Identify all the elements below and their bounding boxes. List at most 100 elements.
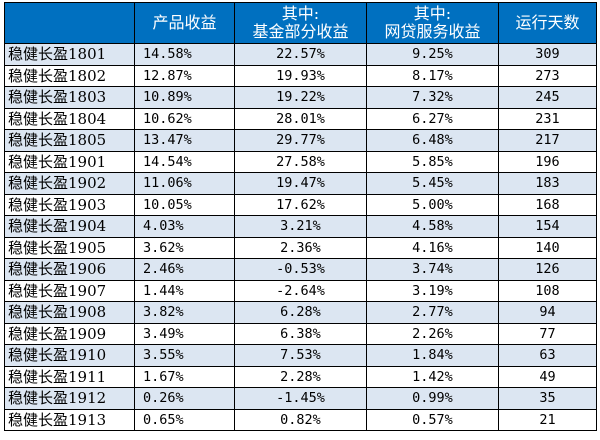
cell-days: 273 (498, 64, 597, 87)
cell-fund: 2.28% (234, 365, 367, 388)
cell-fund: 19.47% (234, 172, 367, 195)
cell-product: 10.05% (134, 193, 235, 216)
cell-days: 154 (498, 215, 597, 238)
cell-product: 10.89% (134, 86, 235, 109)
table-row: 稳健长盈1907 1.44% -2.64% 3.19% 108 (4, 279, 597, 302)
cell-p2p: 6.48% (366, 129, 499, 152)
cell-days: 108 (498, 279, 597, 302)
table-row: 稳健长盈1911 1.67% 2.28% 1.42% 49 (4, 365, 597, 388)
cell-name: 稳健长盈1801 (4, 43, 135, 66)
cell-p2p: 5.45% (366, 172, 499, 195)
cell-name: 稳健长盈1902 (4, 172, 135, 195)
table-row: 稳健长盈1801 14.58% 22.57% 9.25% 309 (4, 43, 597, 66)
cell-product: 3.55% (134, 344, 235, 367)
cell-p2p: 3.74% (366, 258, 499, 281)
cell-name: 稳健长盈1901 (4, 150, 135, 173)
cell-fund: 6.38% (234, 322, 367, 345)
cell-product: 12.87% (134, 64, 235, 87)
cell-fund: 19.22% (234, 86, 367, 109)
cell-product: 13.47% (134, 129, 235, 152)
cell-product: 0.65% (134, 408, 235, 431)
cell-days: 217 (498, 129, 597, 152)
table-row: 稳健长盈1909 3.49% 6.38% 2.26% 77 (4, 322, 597, 345)
column-header-p2p: 其中: 网贷服务收益 (366, 2, 499, 44)
cell-name: 稳健长盈1908 (4, 301, 135, 324)
table-row: 稳健长盈1905 3.62% 2.36% 4.16% 140 (4, 236, 597, 259)
column-header-product-line: 产品收益 (152, 13, 217, 32)
column-header-fund-line: 其中: (281, 4, 320, 23)
cell-fund: 19.93% (234, 64, 367, 87)
table-row: 稳健长盈1901 14.54% 27.58% 5.85% 196 (4, 150, 597, 173)
column-header-p2p-line: 其中: (413, 4, 452, 23)
cell-days: 77 (498, 322, 597, 345)
table-row: 稳健长盈1803 10.89% 19.22% 7.32% 245 (4, 86, 597, 109)
returns-table: 产品收益 其中: 基金部分收益 其中: 网贷服务收益 运行天数 稳健长盈1801 14.58… (4, 2, 597, 431)
cell-fund: 7.53% (234, 344, 367, 367)
table-row: 稳健长盈1804 10.62% 28.01% 6.27% 231 (4, 107, 597, 130)
table-row: 稳健长盈1805 13.47% 29.77% 6.48% 217 (4, 129, 597, 152)
cell-fund: 6.28% (234, 301, 367, 324)
cell-p2p: 2.77% (366, 301, 499, 324)
cell-fund: 22.57% (234, 43, 367, 66)
cell-fund: 3.21% (234, 215, 367, 238)
cell-name: 稳健长盈1907 (4, 279, 135, 302)
column-header-fund-line: 基金部分收益 (252, 22, 349, 41)
cell-name: 稳健长盈1910 (4, 344, 135, 367)
table-row: 稳健长盈1802 12.87% 19.93% 8.17% 273 (4, 64, 597, 87)
cell-fund: 2.36% (234, 236, 367, 259)
cell-days: 309 (498, 43, 597, 66)
cell-name: 稳健长盈1805 (4, 129, 135, 152)
cell-product: 2.46% (134, 258, 235, 281)
cell-p2p: 4.58% (366, 215, 499, 238)
cell-p2p: 7.32% (366, 86, 499, 109)
cell-days: 140 (498, 236, 597, 259)
cell-days: 35 (498, 387, 597, 410)
cell-p2p: 1.42% (366, 365, 499, 388)
cell-name: 稳健长盈1904 (4, 215, 135, 238)
cell-fund: 27.58% (234, 150, 367, 173)
cell-name: 稳健长盈1912 (4, 387, 135, 410)
cell-product: 3.82% (134, 301, 235, 324)
cell-name: 稳健长盈1911 (4, 365, 135, 388)
cell-name: 稳健长盈1803 (4, 86, 135, 109)
cell-fund: -0.53% (234, 258, 367, 281)
cell-fund: 17.62% (234, 193, 367, 216)
column-header-product: 产品收益 (134, 2, 235, 44)
column-header-name (4, 2, 135, 44)
cell-fund: 29.77% (234, 129, 367, 152)
cell-product: 14.58% (134, 43, 235, 66)
table-row: 稳健长盈1903 10.05% 17.62% 5.00% 168 (4, 193, 597, 216)
cell-name: 稳健长盈1913 (4, 408, 135, 431)
cell-name: 稳健长盈1802 (4, 64, 135, 87)
table-row: 稳健长盈1912 0.26% -1.45% 0.99% 35 (4, 387, 597, 410)
cell-product: 10.62% (134, 107, 235, 130)
table-row: 稳健长盈1904 4.03% 3.21% 4.58% 154 (4, 215, 597, 238)
cell-p2p: 9.25% (366, 43, 499, 66)
column-header-days-line: 运行天数 (515, 13, 580, 32)
cell-product: 0.26% (134, 387, 235, 410)
table-row: 稳健长盈1910 3.55% 7.53% 1.84% 63 (4, 344, 597, 367)
cell-name: 稳健长盈1909 (4, 322, 135, 345)
cell-fund: -1.45% (234, 387, 367, 410)
table-row: 稳健长盈1906 2.46% -0.53% 3.74% 126 (4, 258, 597, 281)
column-header-fund: 其中: 基金部分收益 (234, 2, 367, 44)
cell-name: 稳健长盈1906 (4, 258, 135, 281)
cell-p2p: 5.85% (366, 150, 499, 173)
cell-fund: -2.64% (234, 279, 367, 302)
cell-days: 245 (498, 86, 597, 109)
cell-product: 14.54% (134, 150, 235, 173)
cell-days: 49 (498, 365, 597, 388)
cell-product: 11.06% (134, 172, 235, 195)
table-row: 稳健长盈1908 3.82% 6.28% 2.77% 94 (4, 301, 597, 324)
cell-days: 63 (498, 344, 597, 367)
table-row: 稳健长盈1913 0.65% 0.82% 0.57% 21 (4, 408, 597, 431)
cell-product: 3.49% (134, 322, 235, 345)
cell-product: 1.67% (134, 365, 235, 388)
cell-product: 1.44% (134, 279, 235, 302)
cell-days: 196 (498, 150, 597, 173)
cell-p2p: 4.16% (366, 236, 499, 259)
cell-p2p: 2.26% (366, 322, 499, 345)
cell-days: 183 (498, 172, 597, 195)
cell-p2p: 5.00% (366, 193, 499, 216)
